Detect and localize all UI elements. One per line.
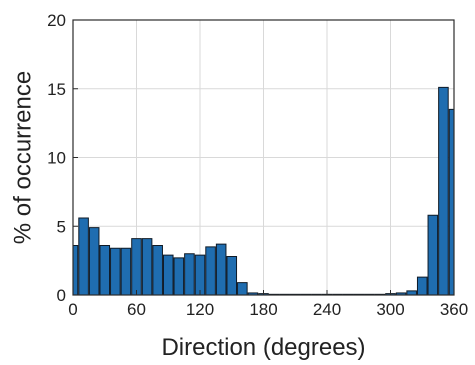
bar [395, 292, 407, 295]
x-axis-label: Direction (degrees) [161, 334, 365, 361]
bar [448, 108, 454, 295]
x-tick-label: 60 [127, 300, 146, 319]
bar [247, 292, 259, 295]
bar [78, 217, 89, 295]
bar [215, 243, 227, 295]
bar [237, 282, 248, 295]
axes [72, 19, 455, 296]
y-tick-label: 5 [57, 217, 66, 236]
bar [88, 227, 100, 295]
x-tick-label: 120 [186, 300, 214, 319]
x-tick-label: 0 [68, 300, 77, 319]
y-tick-label: 0 [57, 286, 66, 305]
bar [406, 290, 417, 295]
x-tick-label: 180 [249, 300, 277, 319]
bar [162, 254, 174, 295]
bar [460, 233, 470, 295]
bar [194, 254, 206, 295]
bar [226, 256, 238, 295]
bar [205, 246, 216, 295]
y-tick-label: 15 [47, 80, 66, 99]
y-tick-label: 20 [47, 11, 66, 30]
bar [120, 247, 132, 295]
bars [73, 86, 470, 295]
bar [141, 238, 153, 295]
bar [99, 245, 111, 295]
bar [110, 247, 121, 295]
x-tick-label: 300 [376, 300, 404, 319]
bar [427, 214, 439, 295]
tick-labels: 0 60 120 180 240 300 360 0 5 10 15 20 [47, 11, 468, 319]
y-tick-label: 10 [47, 149, 66, 168]
bar [152, 245, 163, 295]
bar [184, 253, 195, 295]
bar [438, 86, 449, 295]
bar [173, 257, 185, 295]
y-axis-label: % of occurrence [9, 71, 36, 244]
x-tick-label: 360 [440, 300, 468, 319]
grid-lines [73, 20, 454, 295]
x-tick-label: 240 [313, 300, 341, 319]
bar [131, 238, 142, 295]
bar [416, 276, 428, 295]
